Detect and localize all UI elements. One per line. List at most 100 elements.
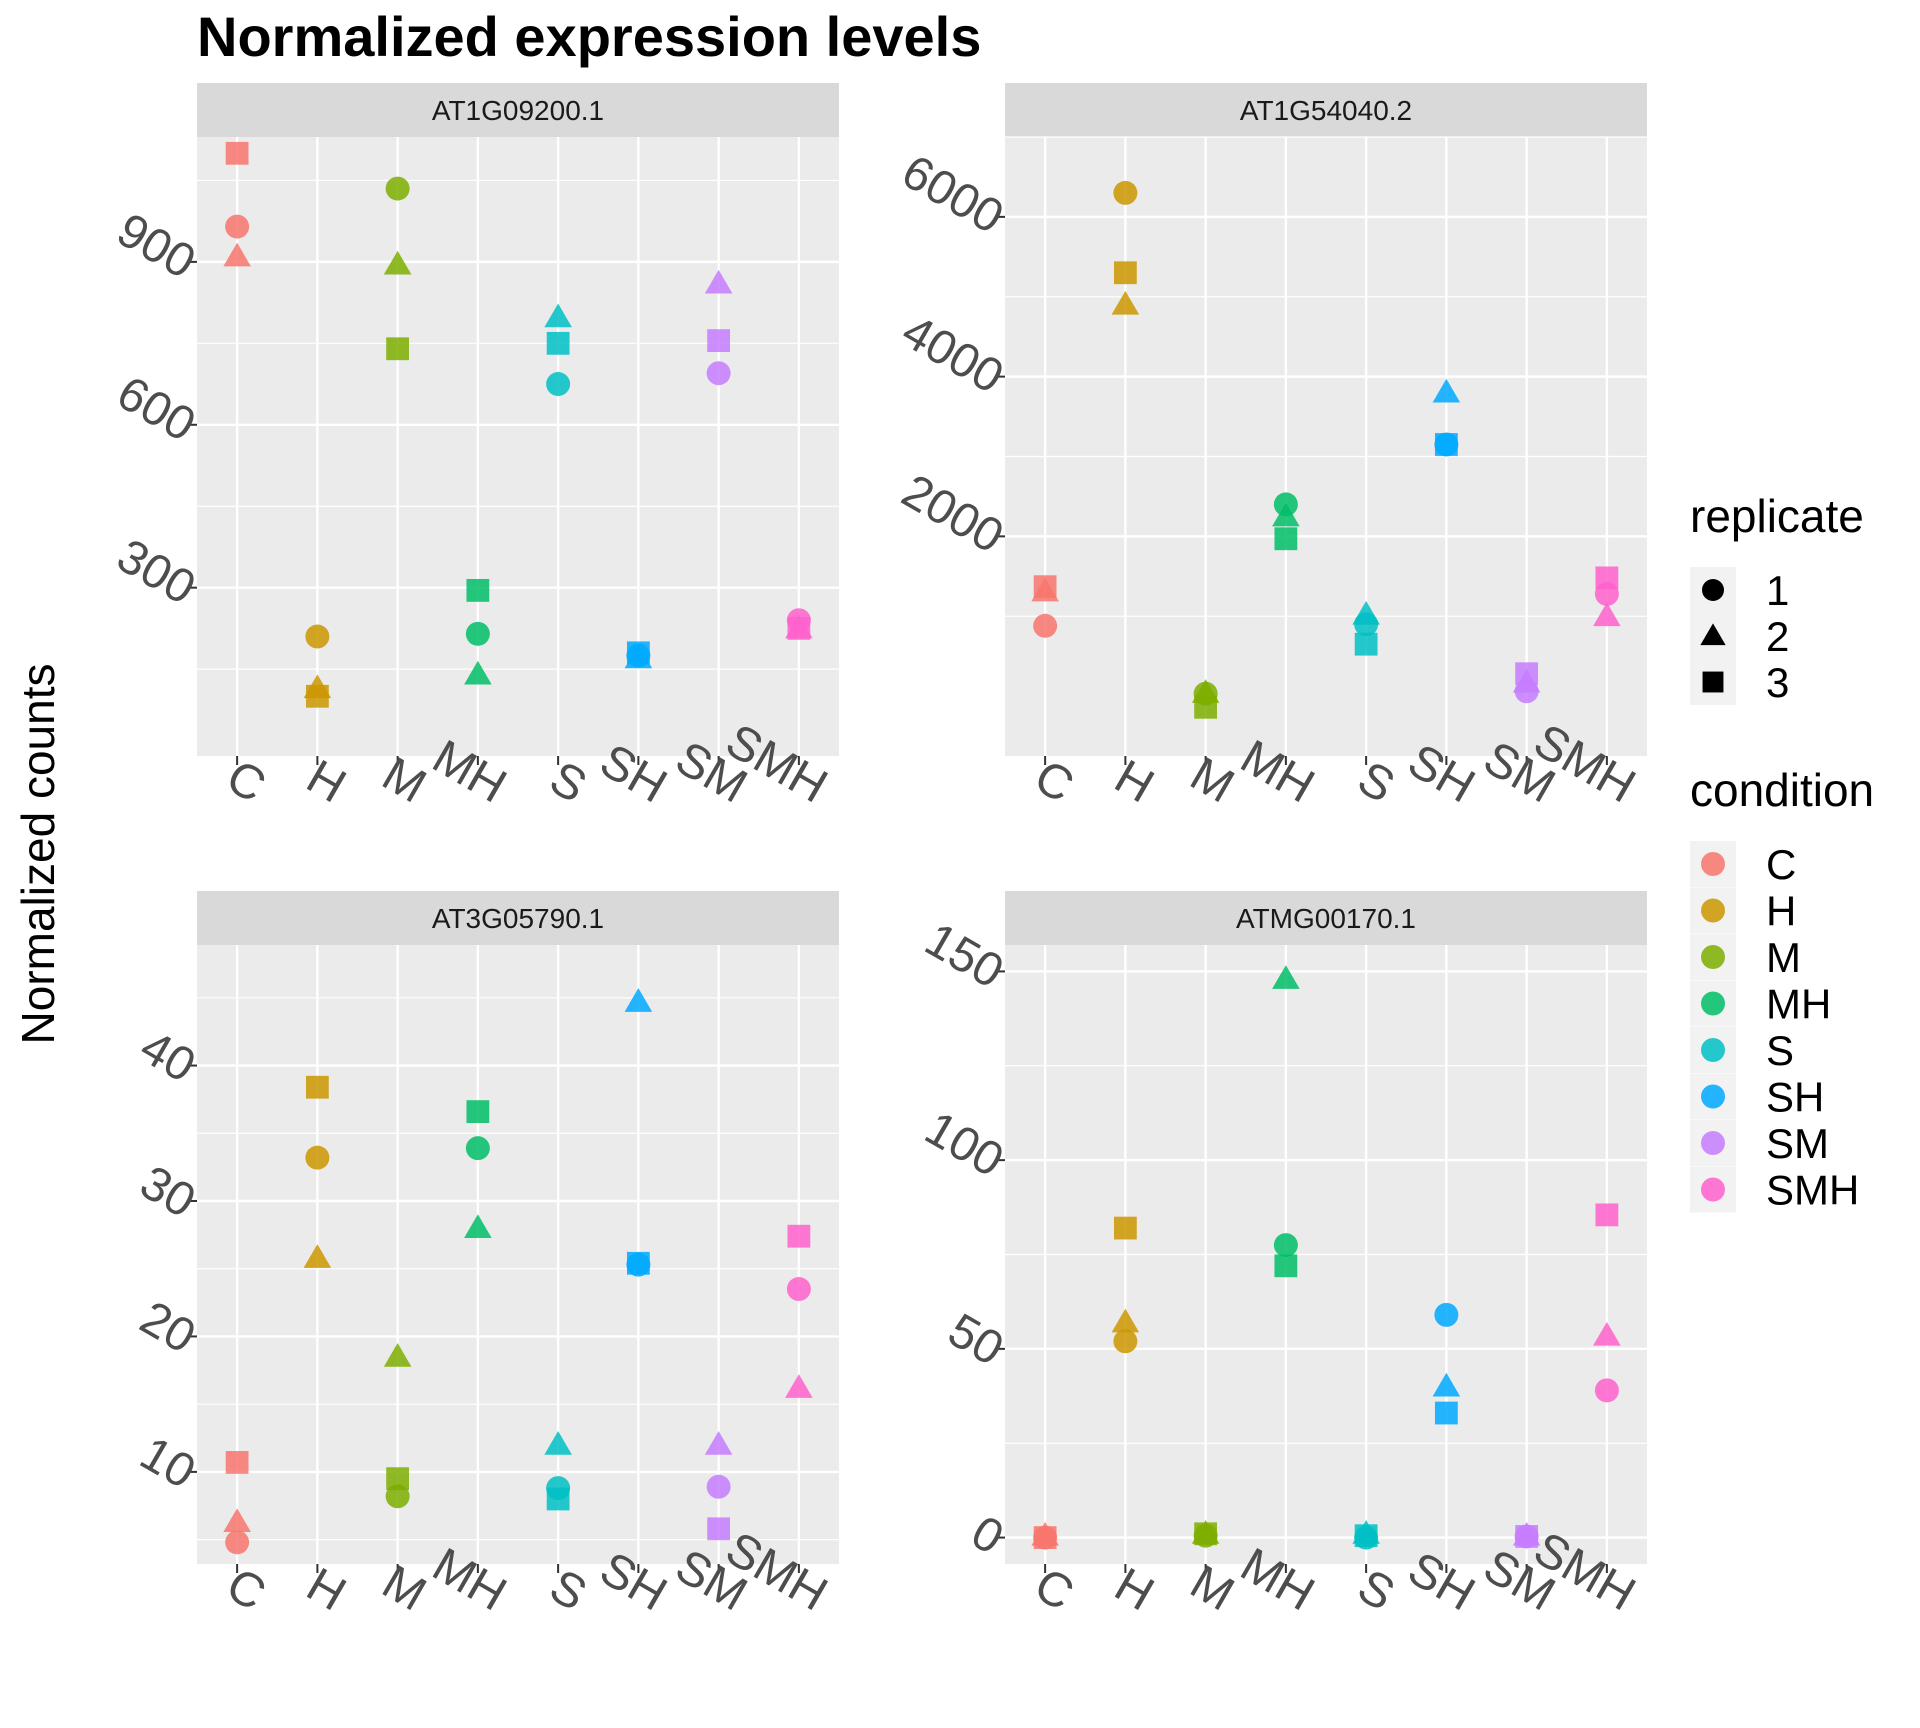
y-tick-label: 600 xyxy=(108,366,204,452)
facet-strip xyxy=(1005,83,1647,137)
data-point xyxy=(383,250,412,275)
data-point xyxy=(1033,613,1058,638)
y-tick-label: 40 xyxy=(131,1020,204,1093)
data-point xyxy=(704,269,733,294)
legend-condition-symbol xyxy=(1701,945,1725,969)
data-point xyxy=(787,616,811,640)
legend-condition-label: SM xyxy=(1766,1120,1829,1167)
data-point xyxy=(1352,600,1380,625)
data-point xyxy=(305,1075,329,1099)
facet-strip xyxy=(1005,891,1647,945)
x-tick-label: H xyxy=(298,750,355,813)
x-tick-label: M xyxy=(373,1556,434,1622)
data-point xyxy=(385,1484,410,1509)
data-point xyxy=(626,641,650,665)
data-point xyxy=(1595,1203,1619,1227)
legend-condition-symbol xyxy=(1701,1038,1725,1062)
legend-condition-symbol xyxy=(1701,991,1725,1016)
legend-replicate-symbol xyxy=(1702,579,1724,601)
y-axis-label: Normalized counts xyxy=(12,664,64,1045)
panel-background xyxy=(1005,137,1647,756)
data-point xyxy=(1111,290,1140,315)
data-point xyxy=(465,621,490,646)
y-tick-label: 50 xyxy=(939,1304,1012,1377)
data-point xyxy=(305,684,329,708)
data-point xyxy=(1432,378,1461,403)
legend-replicate-label: 3 xyxy=(1766,659,1789,706)
y-tick-label: 2000 xyxy=(893,465,1012,564)
x-tick-label: S xyxy=(541,752,595,814)
data-point xyxy=(546,1487,570,1511)
y-tick-label: 150 xyxy=(916,913,1012,999)
legend-condition-label: MH xyxy=(1766,981,1831,1028)
x-tick-label: M xyxy=(1181,1556,1242,1622)
data-point xyxy=(1274,1254,1298,1278)
y-tick-label: 300 xyxy=(108,529,204,615)
data-point xyxy=(1272,502,1300,527)
data-point xyxy=(785,1374,813,1398)
y-tick-label: 10 xyxy=(131,1427,204,1500)
data-point xyxy=(1273,1233,1298,1258)
legend-condition-symbol xyxy=(1701,1177,1725,1202)
x-tick-label: S xyxy=(1349,1560,1403,1622)
panel-background xyxy=(197,137,839,756)
legend-replicate-symbol xyxy=(1702,671,1724,693)
data-point xyxy=(706,1474,731,1499)
y-tick-label: 0 xyxy=(962,1506,1012,1565)
data-point xyxy=(544,1431,572,1455)
data-point xyxy=(383,1342,412,1367)
data-point xyxy=(386,1467,410,1491)
legend-condition-symbol xyxy=(1701,1084,1725,1109)
legend-condition-label: M xyxy=(1766,934,1801,981)
data-point xyxy=(466,1100,490,1124)
y-tick-label: 20 xyxy=(131,1291,204,1364)
x-tick-label: M xyxy=(373,748,434,814)
x-tick-label: C xyxy=(218,1558,275,1621)
data-point xyxy=(1515,662,1539,686)
legend-condition-label: S xyxy=(1766,1027,1794,1074)
legend-condition-label: SMH xyxy=(1766,1167,1859,1214)
data-point xyxy=(1033,1526,1057,1549)
x-tick-label: C xyxy=(1026,1558,1083,1621)
legend-replicate-label: 1 xyxy=(1766,567,1789,614)
legend-condition-label: H xyxy=(1766,888,1796,935)
data-point xyxy=(1111,1308,1140,1333)
x-tick-label: S xyxy=(541,1560,595,1622)
data-point xyxy=(1113,1216,1137,1240)
y-tick-label: 4000 xyxy=(893,305,1012,404)
data-point xyxy=(626,1251,650,1275)
data-point xyxy=(624,988,653,1012)
y-tick-label: 900 xyxy=(108,203,204,289)
legend-condition-symbol xyxy=(1701,1131,1725,1155)
x-tick-label: M xyxy=(1181,748,1242,814)
legend-replicate-title: replicate xyxy=(1690,490,1864,542)
data-point xyxy=(303,1244,332,1268)
data-point xyxy=(305,624,330,649)
facet-strip-label: ATMG00170.1 xyxy=(1236,903,1416,934)
data-point xyxy=(1113,180,1138,205)
data-point xyxy=(1434,1401,1458,1425)
legend-condition-symbol xyxy=(1701,852,1725,876)
data-point xyxy=(1354,1524,1378,1548)
data-point xyxy=(385,176,410,201)
data-point xyxy=(1515,1525,1539,1548)
data-point xyxy=(1354,632,1378,656)
legend-replicate-symbol xyxy=(1700,623,1726,646)
y-tick-label: 6000 xyxy=(893,145,1012,244)
data-point xyxy=(225,214,250,239)
data-point xyxy=(464,1214,492,1239)
data-point xyxy=(1594,1378,1619,1403)
data-point xyxy=(1272,965,1300,989)
data-point xyxy=(1593,1321,1621,1346)
facet-strip-label: AT3G05790.1 xyxy=(432,903,604,934)
data-point xyxy=(466,578,490,602)
data-point xyxy=(1432,1372,1461,1397)
data-point xyxy=(707,329,731,353)
data-point xyxy=(707,1517,731,1541)
data-point xyxy=(1033,575,1057,599)
legend-condition-symbol xyxy=(1701,898,1725,923)
